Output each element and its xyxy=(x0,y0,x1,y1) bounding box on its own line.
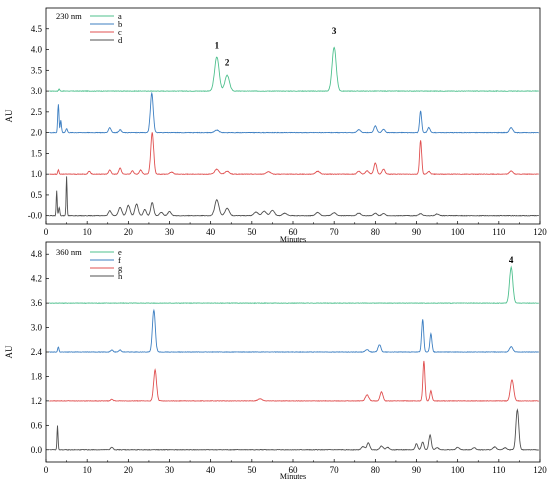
x-tick-label: 100 xyxy=(451,465,465,475)
chart-panel-230nm: 0 10 20 30 40 50 60 70 80 90 100 110 120 -0.0 0.5 1.0 1.… xyxy=(4,7,547,244)
x-tick-label: 40 xyxy=(206,227,216,237)
x-tick-label: 50 xyxy=(247,465,257,475)
peak-label: 2 xyxy=(225,57,230,67)
y-tick-label: 2.4 xyxy=(31,347,43,357)
y-tick-label: 1.0 xyxy=(31,169,43,179)
panel-label: 230 nm xyxy=(56,11,82,21)
x-tick-label: 0 xyxy=(44,465,49,475)
series-line-h xyxy=(49,408,540,451)
x-tick-label: 30 xyxy=(165,465,175,475)
x-tick-label: 80 xyxy=(371,227,381,237)
y-tick-label: 3.6 xyxy=(31,298,43,308)
y-tick-label: 1.5 xyxy=(31,148,43,158)
y-tick-label: 4.5 xyxy=(31,24,43,34)
y-tick-label: 3.0 xyxy=(31,86,43,96)
x-axis-label: Minutes xyxy=(280,472,306,481)
legend-label-f: f xyxy=(118,255,121,265)
legend-label-e: e xyxy=(118,247,122,257)
y-tick-label: 0.0 xyxy=(31,445,43,455)
series-line-b xyxy=(49,91,540,134)
x-tick-label: 0 xyxy=(44,227,49,237)
y-tick-label: 4.2 xyxy=(31,274,42,284)
x-tick-label: 70 xyxy=(330,227,340,237)
series-line-a xyxy=(49,46,539,93)
x-tick-label: 60 xyxy=(289,227,299,237)
y-tick-label: 4.8 xyxy=(31,249,43,259)
y-tick-label: 0.5 xyxy=(31,190,43,200)
series-line-f xyxy=(49,308,539,353)
legend-label-h: h xyxy=(118,271,123,281)
y-tick-label: 4.0 xyxy=(31,45,43,55)
peak-label: 4 xyxy=(509,255,514,265)
legend-label-c: c xyxy=(118,27,122,37)
peak-label: 3 xyxy=(332,26,337,36)
x-tick-label: 10 xyxy=(83,227,93,237)
series-line-c xyxy=(49,132,539,176)
y-tick-label: 2.0 xyxy=(31,128,43,138)
x-tick-label: 110 xyxy=(492,227,506,237)
y-tick-label: 1.8 xyxy=(31,371,43,381)
chart-panel-360nm: 0 10 20 30 40 50 60 70 80 90 100 110 120 0.0 0.6 1.2 1.8… xyxy=(4,241,547,481)
x-tick-label: 60 xyxy=(289,465,299,475)
legend-label-d: d xyxy=(118,35,123,45)
x-tick-label: 110 xyxy=(492,465,506,475)
series-line-e xyxy=(48,265,539,305)
y-tick-label: 1.2 xyxy=(31,396,42,406)
y-tick-label: -0.0 xyxy=(28,211,43,221)
x-tick-label: 90 xyxy=(412,465,422,475)
legend-label-g: g xyxy=(118,263,123,273)
x-tick-label: 20 xyxy=(124,227,134,237)
panel-label: 360 nm xyxy=(56,247,82,257)
series-line-d xyxy=(49,176,540,217)
x-tick-label: 80 xyxy=(371,465,381,475)
y-tick-label: 3.5 xyxy=(31,65,43,75)
x-tick-label: 10 xyxy=(83,465,93,475)
x-tick-label: 30 xyxy=(165,227,175,237)
x-tick-label: 70 xyxy=(330,465,340,475)
x-tick-label: 120 xyxy=(533,465,547,475)
x-axis-label: Minutes xyxy=(280,235,306,244)
peak-label: 1 xyxy=(215,41,220,51)
x-tick-label: 50 xyxy=(247,227,257,237)
y-tick-label: 0.6 xyxy=(31,420,43,430)
y-axis-label: AU xyxy=(4,345,14,358)
series-line-g xyxy=(49,360,540,402)
y-tick-label: 3.0 xyxy=(31,323,43,333)
x-tick-label: 120 xyxy=(533,227,547,237)
y-axis-label: AU xyxy=(4,109,14,122)
x-tick-label: 20 xyxy=(124,465,134,475)
y-tick-label: 2.5 xyxy=(31,107,43,117)
x-tick-label: 100 xyxy=(451,227,465,237)
legend-label-a: a xyxy=(118,11,122,21)
x-tick-label: 90 xyxy=(412,227,422,237)
legend-label-b: b xyxy=(118,19,122,29)
x-tick-label: 40 xyxy=(206,465,216,475)
